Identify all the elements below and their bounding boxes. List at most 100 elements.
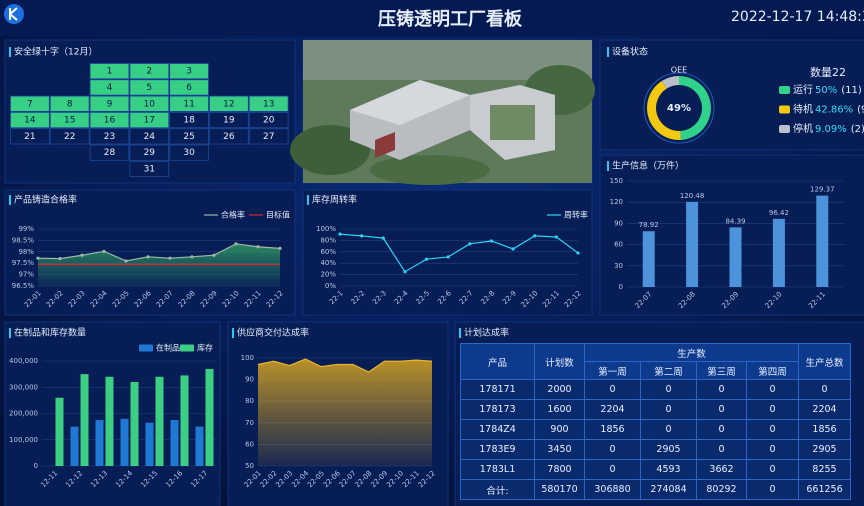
calendar-cell [248, 112, 289, 129]
point [381, 236, 385, 240]
table-cell: 306880 [584, 479, 641, 500]
panel-title: 设备状态 [612, 46, 648, 58]
bar [80, 374, 89, 466]
calendar-day: 23 [104, 132, 115, 142]
legend-percent: 50% [815, 85, 837, 96]
table-cell: 3450 [534, 439, 585, 460]
calendar-cell [89, 128, 130, 145]
calendar-day: 8 [67, 99, 73, 109]
calendar-cell [129, 128, 170, 145]
table-cell: 1784Z4 [460, 419, 535, 440]
header-bar [0, 0, 864, 36]
table-cell: 2204 [584, 399, 641, 420]
table-cell: 1783E9 [460, 439, 535, 460]
calendar-cell [129, 63, 170, 80]
calendar-day: 16 [104, 116, 116, 126]
y-tick-label: 97% [18, 271, 34, 279]
bar [145, 422, 154, 466]
table-row: 178173 1600 2204 0 0 0 2204 [460, 399, 852, 420]
bar [155, 376, 164, 466]
table-cell: 2204 [798, 399, 852, 420]
bar [120, 418, 129, 466]
table-cell: 0 [745, 439, 800, 460]
y-tick-label: 97.5% [12, 259, 35, 267]
legend-label: 在制品 [156, 343, 180, 353]
table-cell: 274084 [640, 479, 697, 500]
legend-swatch [779, 86, 790, 94]
calendar-cell [10, 128, 50, 145]
calendar-cell [169, 63, 209, 80]
table-cell: 580170 [534, 479, 585, 500]
calendar-day: 6 [186, 83, 192, 93]
table-cell: 8255 [798, 459, 852, 480]
calendar-day: 31 [144, 164, 155, 174]
legend-count: (2) [851, 124, 864, 135]
calendar-day: 25 [183, 132, 194, 142]
legend-swatch [180, 344, 194, 352]
plan-table-wrap: 产品 计划数 生产数 生产总数 第一周 第二周 第三周 第四周 178171 2000 0 0 0 0 0 1… [460, 343, 852, 500]
calendar-day: 9 [107, 99, 113, 109]
legend-swatch [779, 125, 790, 133]
calendar-cell [129, 79, 170, 96]
table-row: 1783L1 7800 0 4593 3662 0 8255 [460, 459, 852, 480]
panel-title: 计划达成率 [464, 327, 509, 339]
table-cell: 0 [696, 439, 747, 460]
table-cell: 0 [640, 419, 697, 440]
table-cell: 0 [745, 479, 800, 500]
calendar-cell [169, 144, 209, 161]
legend-label: 待机 [793, 103, 813, 116]
table-cell: 0 [745, 379, 800, 400]
donut-ring [643, 72, 715, 144]
table-cell: 0 [745, 459, 800, 480]
point [168, 256, 172, 260]
header-row: 第一周 第二周 第三周 第四周 [461, 361, 851, 380]
calendar-cell [89, 79, 130, 96]
point [80, 253, 84, 257]
point [36, 256, 40, 260]
header-row: 产品 计划数 生产数 生产总数 [460, 343, 852, 380]
value-label: 129.37 [810, 186, 835, 194]
calendar-cell [89, 144, 130, 161]
y-tick-label: 90 [614, 219, 623, 227]
table-cell: 3662 [696, 459, 747, 480]
oee-label: OEE [671, 66, 687, 75]
table-row: 1783E9 3450 0 2905 0 0 2905 [460, 439, 852, 460]
y-tick-label: 0% [325, 282, 336, 290]
y-tick-label: 40% [320, 259, 336, 267]
legend-label: 目标值 [266, 210, 290, 220]
y-tick-label: 80 [245, 397, 254, 405]
line [339, 233, 579, 273]
point [511, 247, 515, 251]
value-label: 84.39 [725, 217, 745, 225]
point [576, 251, 580, 255]
table-header: 产品 [460, 343, 535, 380]
point [212, 253, 216, 257]
point [102, 249, 106, 253]
table-header: 生产总数 [798, 343, 852, 380]
bar [95, 420, 104, 466]
table-header: 第二周 [640, 361, 697, 380]
calendar-day: 11 [183, 99, 194, 109]
y-tick-label: 90 [245, 376, 254, 384]
bar [170, 420, 179, 466]
panel-title: 安全绿十字（12月） [14, 46, 97, 58]
point [338, 232, 342, 236]
calendar-day: 26 [223, 132, 235, 142]
calendar-cell [129, 144, 170, 161]
y-tick-label: 50 [245, 462, 254, 470]
table-cell: 0 [798, 379, 852, 400]
y-tick-label: 100% [316, 225, 336, 233]
y-tick-label: 20% [320, 271, 336, 279]
calendar-day: 5 [146, 83, 152, 93]
calendar-day: 2 [146, 67, 152, 77]
bar [686, 201, 699, 287]
donut-segment [662, 76, 679, 89]
point [489, 239, 494, 243]
table-cell: 0 [745, 399, 800, 420]
table-cell: 0 [696, 399, 747, 420]
panel [302, 189, 593, 316]
table-cell: 661256 [798, 479, 852, 500]
calendar-cell [89, 63, 130, 80]
bar [195, 426, 204, 466]
